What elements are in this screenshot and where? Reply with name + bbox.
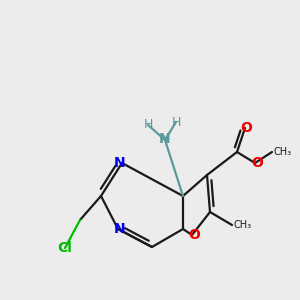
Text: H: H — [143, 118, 153, 131]
Text: O: O — [188, 228, 200, 242]
Text: N: N — [159, 132, 171, 146]
Text: N: N — [114, 156, 126, 170]
Text: O: O — [251, 156, 263, 170]
Text: CH₃: CH₃ — [234, 220, 252, 230]
Text: CH₃: CH₃ — [273, 147, 291, 157]
Text: H: H — [171, 116, 181, 128]
Text: N: N — [114, 222, 126, 236]
Text: O: O — [240, 121, 252, 135]
Text: Cl: Cl — [58, 241, 72, 255]
